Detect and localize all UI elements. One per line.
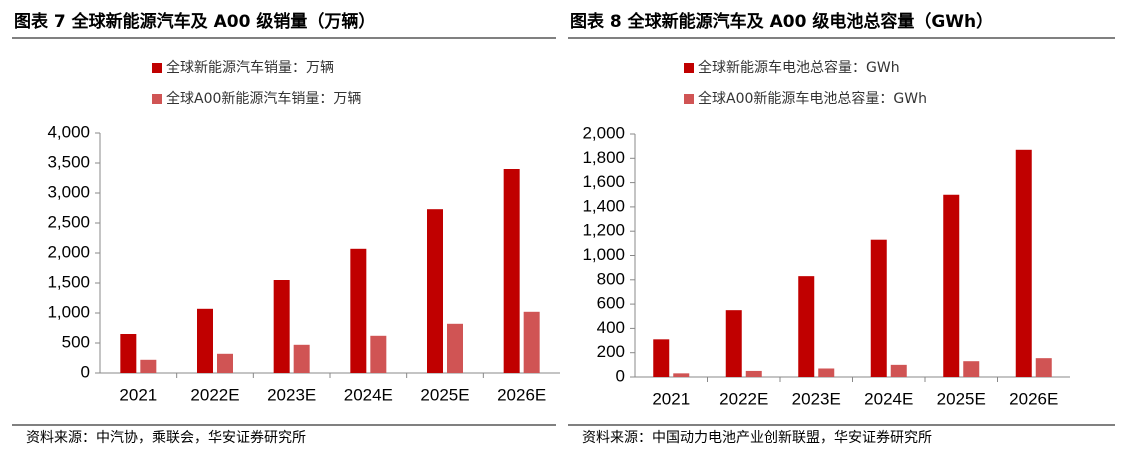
y-tick-label: 0 [81,362,90,381]
source: 资料来源：中国动力电池产业创新联盟，华安证券研究所 [582,430,932,446]
legend-swatch [152,63,162,73]
y-tick-label: 1,500 [47,272,90,291]
y-tick-label: 1,800 [582,148,625,167]
x-tick-label: 2022E [190,385,239,404]
bar [963,361,980,377]
bar [273,280,290,373]
y-tick-label: 600 [597,294,625,313]
bar [943,194,960,377]
chart-title: 图表 8 全球新能源汽车及 A00 级电池总容量（GWh） [570,11,993,32]
y-tick-label: 200 [597,342,625,361]
bar [653,339,670,377]
legend-label: 全球A00新能源车电池总容量：GWh [698,90,927,107]
x-tick-label: 2026E [1009,389,1058,408]
bar [870,239,887,377]
x-tick-label: 2025E [420,385,469,404]
x-tick-label: 2024E [864,389,913,408]
bar [217,353,233,373]
bar [673,373,690,377]
y-tick-label: 3,000 [47,182,90,201]
chart-title: 图表 7 全球新能源汽车及 A00 级销量（万辆） [14,11,375,32]
y-tick-label: 1,000 [582,245,625,264]
bar [197,308,213,373]
bar [798,276,815,377]
x-tick-label: 2022E [719,389,768,408]
bar [523,311,540,373]
bar [725,310,742,377]
y-tick-label: 0 [616,366,625,385]
y-tick-label: 2,000 [47,242,90,261]
x-tick-label: 2021 [652,389,690,408]
y-tick-label: 4,000 [47,122,90,141]
legend-label: 全球A00新能源汽车销量：万辆 [166,90,361,107]
y-tick-label: 1,600 [582,172,625,191]
y-tick-label: 1,400 [582,196,625,215]
bar [140,359,157,373]
bar [890,364,907,377]
bar [503,169,520,373]
y-tick-label: 2,500 [47,212,90,231]
y-tick-label: 800 [597,269,625,288]
bar [745,370,762,377]
y-tick-label: 2,000 [582,123,625,142]
bar [818,368,835,377]
legend-swatch [684,94,694,104]
y-tick-label: 400 [597,318,625,337]
y-tick-label: 1,200 [582,221,625,240]
source: 资料来源：中汽协，乘联会，华安证券研究所 [26,430,306,446]
bar [1035,358,1052,377]
y-tick-label: 500 [62,332,90,351]
bar [370,335,387,373]
y-tick-label: 1,000 [47,302,90,321]
bar [350,248,367,373]
x-tick-label: 2026E [497,385,546,404]
x-tick-label: 2024E [344,385,393,404]
y-tick-label: 3,500 [47,152,90,171]
bar [120,334,137,373]
legend-label: 全球新能源车电池总容量：GWh [698,59,900,76]
bar [293,344,310,373]
x-tick-label: 2025E [937,389,986,408]
x-tick-label: 2023E [267,385,316,404]
legend-label: 全球新能源汽车销量：万辆 [166,59,334,76]
legend-swatch [684,63,694,73]
x-tick-label: 2023E [792,389,841,408]
x-tick-label: 2021 [119,385,157,404]
bar [1015,149,1032,377]
bar [427,209,443,373]
legend-swatch [152,94,162,104]
bar [447,323,463,373]
